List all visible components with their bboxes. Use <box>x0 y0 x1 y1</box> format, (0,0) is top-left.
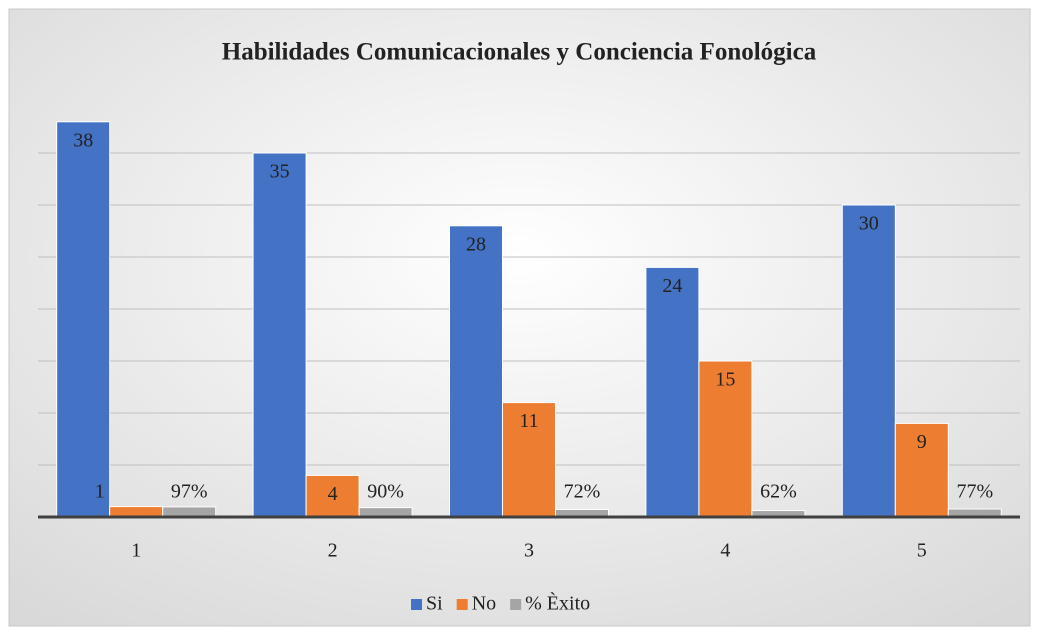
legend-swatch <box>411 599 422 610</box>
x-tick-label: 2 <box>328 540 338 562</box>
data-label: 30 <box>859 213 879 235</box>
data-label: 77% <box>956 481 993 503</box>
legend-label: Si <box>426 593 443 615</box>
bar <box>894 422 949 518</box>
bar <box>109 506 164 518</box>
data-label: 97% <box>171 481 208 503</box>
data-label: 24 <box>662 275 682 297</box>
legend-swatch <box>510 599 522 610</box>
data-label: 4 <box>328 483 338 505</box>
x-tick-label: 4 <box>720 540 730 562</box>
data-label: 1 <box>95 481 105 503</box>
x-tick-label: 5 <box>917 540 927 562</box>
x-tick-label: 1 <box>131 540 141 562</box>
data-label: 72% <box>564 481 601 503</box>
data-label: 90% <box>367 481 404 503</box>
data-label: 35 <box>270 161 290 183</box>
legend-swatch <box>456 599 468 610</box>
legend-label: No <box>472 593 496 615</box>
bar <box>162 506 217 518</box>
legend-label: % Èxito <box>525 592 590 615</box>
data-label: 15 <box>715 369 735 391</box>
bar <box>449 225 503 518</box>
bar <box>841 204 896 518</box>
data-label: 38 <box>73 129 93 151</box>
data-label: 62% <box>760 481 797 503</box>
chart-title: Habilidades Comunicacionales y Concienci… <box>222 39 817 66</box>
bar <box>645 266 700 518</box>
data-label: 11 <box>519 410 538 432</box>
bar <box>252 152 307 518</box>
x-tick-label: 3 <box>524 540 534 562</box>
bar <box>502 402 556 518</box>
bar <box>698 360 753 518</box>
data-label: 28 <box>466 233 486 255</box>
bar <box>56 121 111 518</box>
data-label: 9 <box>917 431 927 453</box>
